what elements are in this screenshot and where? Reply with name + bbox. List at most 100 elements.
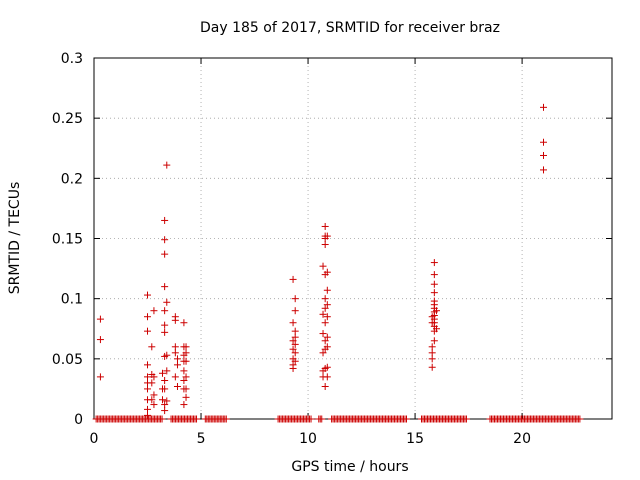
data-point [430,289,438,297]
y-tick-label: 0 [74,412,83,428]
data-point [323,268,331,276]
data-point [291,349,299,357]
data-point [182,343,190,351]
data-point [150,307,158,315]
data-point [163,397,171,405]
x-tick-label: 5 [197,431,206,447]
data-point [432,307,440,315]
data-point [462,415,470,423]
data-point [148,396,156,404]
data-point [307,415,315,423]
data-point [182,373,190,381]
data-point [540,103,548,111]
data-point [428,343,436,351]
data-point [182,393,190,401]
data-point [144,327,152,335]
data-point [323,286,331,294]
chart-title: Day 185 of 2017, SRMTID for receiver bra… [200,20,500,36]
y-tick-label: 0.2 [61,171,83,187]
data-point [289,364,297,372]
data-point [321,222,329,230]
data-point [430,271,438,279]
data-point [291,327,299,335]
data-point [173,355,181,363]
data-point [193,415,201,423]
data-point [158,369,166,377]
data-point [163,367,171,375]
data-point [144,385,152,393]
data-point [430,259,438,267]
grid-lines [94,58,612,419]
data-point [323,333,331,341]
data-point [323,373,331,381]
data-point [161,216,169,224]
data-point [144,361,152,369]
data-point [289,345,297,353]
data-point [289,275,297,283]
data-point [321,319,329,327]
y-axis-label: SRMTID / TECUs [7,182,23,295]
data-point [291,340,299,348]
data-point [323,313,331,321]
data-point [576,415,584,423]
data-point [163,161,171,169]
data-point [161,328,169,336]
x-tick-label: 10 [299,431,317,447]
data-point [319,310,327,318]
data-point [430,280,438,288]
data-point [96,373,104,381]
data-point [428,349,436,357]
data-point [291,307,299,315]
y-tick-label: 0.1 [61,292,83,308]
data-point [319,330,327,338]
data-point [291,333,299,341]
data-point [430,337,438,345]
data-point [323,363,331,371]
data-point [161,407,169,415]
data-point [291,357,299,365]
data-point [180,376,188,384]
data-point [144,313,152,321]
data-point [323,343,331,351]
data-point [148,343,156,351]
data-point [171,373,179,381]
data-point [150,391,158,399]
data-point [161,236,169,244]
data-point [318,415,326,423]
data-point [182,385,190,393]
data-point [144,405,152,413]
data-point [321,295,329,303]
y-tick-label: 0.3 [61,51,83,67]
data-point [540,166,548,174]
x-tick-label: 15 [406,431,424,447]
data-point [144,373,152,381]
data-point [144,291,152,299]
data-point [323,301,331,309]
data-point [321,383,329,391]
data-point [96,336,104,344]
data-point [540,151,548,159]
data-point [163,298,171,306]
data-point [321,337,329,345]
y-tick-label: 0.15 [52,232,83,248]
x-tick-labels: 0 5 10 15 20 [90,431,531,447]
y-tick-labels: 0 0.05 0.1 0.15 0.2 0.25 0.3 [52,51,83,428]
data-point [428,363,436,371]
data-point [403,415,411,423]
y-tick-label: 0.05 [52,352,83,368]
data-point [171,349,179,357]
data-point [158,415,166,423]
x-tick-label: 0 [90,431,99,447]
data-point [173,361,181,369]
data-point [161,385,169,393]
data-point [171,316,179,324]
data-point [321,304,329,312]
data-point [540,138,548,146]
data-point [428,355,436,363]
data-point [291,295,299,303]
data-point [161,376,169,384]
x-tick-label: 20 [513,431,531,447]
data-point [173,383,181,391]
data-point [96,315,104,323]
data-point [148,379,156,387]
